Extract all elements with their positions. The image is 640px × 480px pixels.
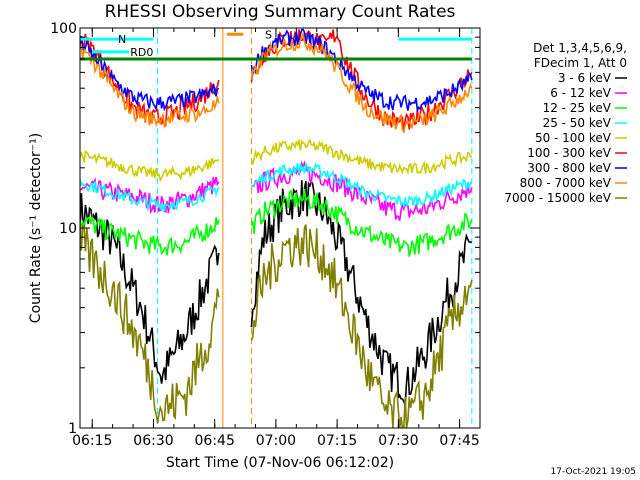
- flag-bar-label: RD0: [130, 46, 153, 59]
- series-line: [250, 224, 473, 428]
- x-tick-label: 07:45: [439, 433, 479, 449]
- series-line: [250, 28, 473, 114]
- series-line: [250, 29, 473, 133]
- series-line: [80, 36, 220, 112]
- plot-area: N RD0 S: [80, 28, 473, 428]
- x-tick-label: 06:30: [133, 433, 173, 449]
- series-line: [250, 31, 473, 133]
- y-tick-label: 1: [68, 421, 77, 437]
- chart-title: RHESSI Observing Summary Count Rates: [105, 2, 456, 22]
- legend-entry-label: 300 - 800 keV: [527, 161, 611, 175]
- legend-entry-label: 25 - 50 keV: [543, 116, 612, 130]
- series-4: [80, 138, 473, 183]
- series-line: [251, 160, 473, 221]
- series-line: [80, 214, 220, 256]
- series-8: [80, 219, 473, 428]
- series-line: [80, 179, 220, 212]
- legend-entry-label: 3 - 6 keV: [558, 71, 612, 85]
- series-line: [80, 219, 220, 424]
- legend-entry-label: 7000 - 15000 keV: [504, 191, 611, 205]
- x-tick-label: 07:00: [256, 433, 296, 449]
- series-line: [250, 179, 472, 406]
- series-line: [80, 45, 220, 129]
- flag-bar-label: S: [265, 28, 272, 41]
- series-line: [250, 162, 473, 209]
- x-tick-label: 06:45: [195, 433, 235, 449]
- x-tick-label: 06:15: [72, 433, 112, 449]
- series-0: [80, 179, 472, 406]
- x-tick-label: 07:30: [378, 433, 418, 449]
- legend-header: Det 1,3,4,5,6,9,: [533, 41, 627, 55]
- plot-contents: N RD0 S: [80, 28, 473, 428]
- legend-entry-label: 6 - 12 keV: [550, 86, 612, 100]
- series-7: [80, 31, 473, 133]
- series-1: [80, 160, 473, 221]
- series-line: [80, 176, 220, 215]
- legend-entry-label: 50 - 100 keV: [535, 131, 612, 145]
- series-line: [250, 138, 473, 176]
- y-axis: 1 10 100: [50, 21, 480, 437]
- series-6: [80, 28, 473, 114]
- legend-header: FDecim 1, Att 0: [534, 56, 627, 70]
- y-tick-label: 10: [59, 221, 77, 237]
- series-3: [80, 162, 473, 212]
- series-line: [80, 193, 220, 384]
- x-tick-label: 07:15: [317, 433, 357, 449]
- flag-bar-label: N: [118, 33, 126, 46]
- y-tick-label: 100: [50, 21, 77, 37]
- legend-entry-label: 100 - 300 keV: [527, 146, 611, 160]
- plot-frame: [79, 27, 481, 429]
- series-line: [80, 150, 220, 183]
- y-axis-label: Count Rate (s⁻¹ detector⁻¹): [28, 133, 44, 323]
- x-axis-label: Start Time (07-Nov-06 06:12:02): [166, 455, 394, 471]
- legend-entry-label: 800 - 7000 keV: [520, 176, 612, 190]
- x-axis: 06:15 06:30 06:45 07:00 07:15 07:30 07:45: [72, 28, 481, 449]
- legend-entry-label: 12 - 25 keV: [543, 101, 612, 115]
- footer-timestamp: 17-Oct-2021 19:05: [551, 467, 636, 477]
- series-line: [250, 188, 473, 257]
- legend: Det 1,3,4,5,6,9,FDecim 1, Att 03 - 6 keV…: [504, 41, 627, 205]
- series-2: [80, 188, 473, 257]
